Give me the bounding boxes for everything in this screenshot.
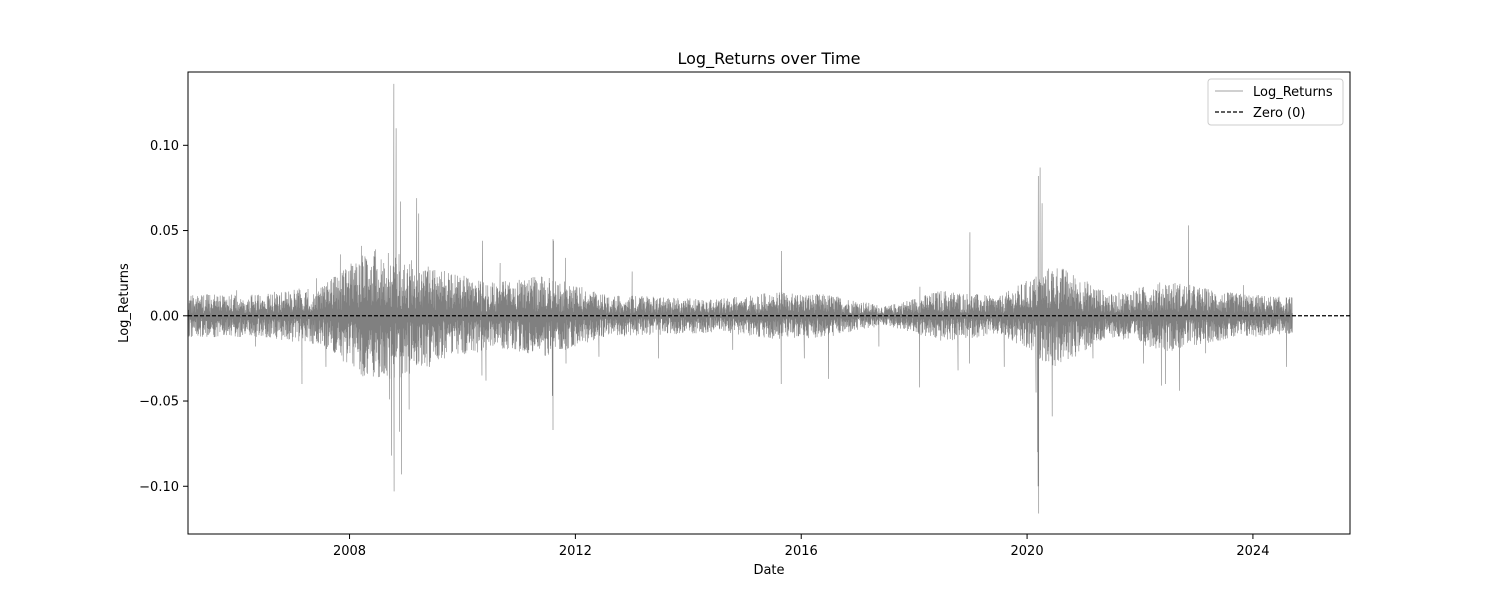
x-tick-label: 2008 — [333, 544, 366, 559]
x-tick-label: 2016 — [785, 544, 818, 559]
x-tick-label: 2024 — [1236, 544, 1269, 559]
x-tick-label: 2012 — [559, 544, 592, 559]
x-axis-label: Date — [753, 563, 784, 578]
y-tick-label: −0.05 — [139, 395, 179, 410]
y-tick-label: −0.10 — [139, 480, 179, 495]
y-tick-label: 0.05 — [150, 224, 179, 239]
y-axis: −0.10 −0.05 0.00 0.05 0.10 — [139, 139, 188, 495]
plot-area — [188, 83, 1350, 514]
legend-label-zero: Zero (0) — [1253, 106, 1305, 121]
legend: Log_Returns Zero (0) — [1207, 78, 1344, 126]
y-tick-label: 0.00 — [150, 309, 179, 324]
plot-frame — [187, 71, 1351, 535]
y-tick-label: 0.10 — [150, 139, 179, 154]
x-tick-label: 2020 — [1011, 544, 1044, 559]
legend-box — [1207, 78, 1344, 126]
legend-label-log-returns: Log_Returns — [1253, 85, 1333, 100]
log-returns-series-line — [188, 83, 1293, 514]
chart-title: Log_Returns over Time — [677, 49, 860, 69]
x-axis: 2008 2012 2016 2020 2024 — [333, 534, 1269, 559]
y-axis-label: Log_Returns — [117, 263, 132, 343]
